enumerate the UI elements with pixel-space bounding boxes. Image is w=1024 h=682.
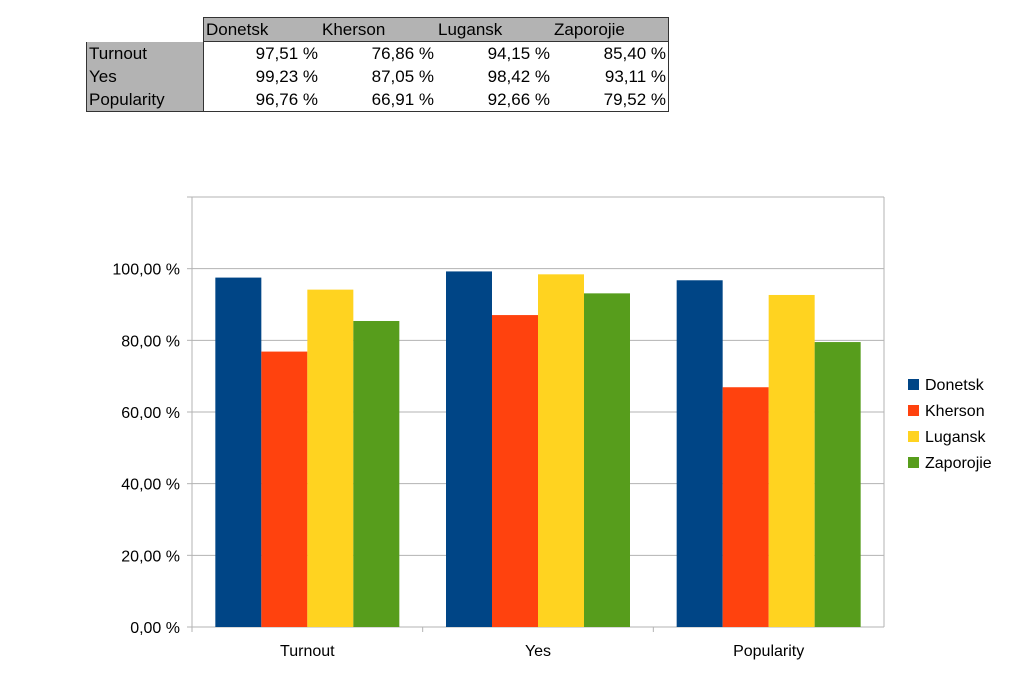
bar-donetsk [676, 280, 723, 627]
legend-label: Kherson [925, 403, 985, 420]
bar-kherson [722, 387, 769, 627]
table-cell: 99,23 % [255, 67, 318, 86]
y-tick-label: 40,00 % [121, 477, 180, 494]
legend-label: Lugansk [925, 429, 986, 446]
row-header: Popularity [86, 88, 204, 112]
table-cell: 92,66 % [436, 88, 552, 112]
bar-kherson [261, 351, 308, 627]
table-cell: 76,86 % [371, 44, 434, 63]
legend-swatch [908, 379, 919, 390]
y-tick-label: 100,00 % [112, 262, 180, 279]
bar-lugansk [538, 274, 584, 627]
column-header: Zaporojie [552, 17, 669, 42]
table-cell: 93,11 % [552, 65, 669, 88]
bar-zaporojie [814, 342, 861, 627]
y-tick-label: 0,00 % [130, 620, 180, 637]
bar-zaporojie [584, 293, 630, 627]
table-cell: 87,05 % [371, 67, 434, 86]
legend-label: Donetsk [925, 377, 985, 394]
bar-zaporojie [353, 320, 400, 627]
data-table: Donetsk Kherson Lugansk Zaporojie Turnou… [86, 17, 669, 112]
bar-lugansk [307, 289, 354, 627]
table-row: Turnout 97,51 % 76,86 % 94,15 % 85,40 % [86, 41, 669, 65]
y-tick-label: 20,00 % [121, 548, 180, 565]
column-header: Lugansk [436, 17, 552, 42]
table-cell: 66,91 % [320, 88, 436, 112]
x-tick-label: Turnout [280, 643, 335, 660]
y-tick-label: 80,00 % [121, 333, 180, 350]
table-cell: 79,52 % [552, 88, 669, 112]
table-header-row: Donetsk Kherson Lugansk Zaporojie [87, 17, 669, 42]
legend-label: Zaporojie [925, 455, 992, 472]
bar-donetsk [446, 271, 492, 627]
row-header: Turnout [86, 41, 204, 65]
table-cell: 98,42 % [487, 67, 550, 86]
table-cell: 94,15 % [487, 44, 550, 63]
bar-donetsk [215, 277, 262, 627]
table-row: Popularity 96,76 % 66,91 % 92,66 % 79,52… [86, 88, 669, 112]
x-tick-label: Popularity [733, 643, 804, 660]
row-header: Yes [86, 65, 204, 88]
bar-kherson [492, 315, 538, 627]
x-tick-label: Yes [525, 643, 551, 660]
table-cell: 96,76 % [203, 88, 320, 112]
table-row: Yes 99,23 % 87,05 % 98,42 % 93,11 % [86, 65, 669, 88]
bar-lugansk [768, 294, 815, 627]
column-header: Donetsk [203, 17, 320, 42]
table-cell: 85,40 % [552, 41, 669, 65]
column-header: Kherson [320, 17, 436, 42]
legend-swatch [908, 431, 919, 442]
y-tick-label: 60,00 % [121, 405, 180, 422]
legend-swatch [908, 457, 919, 468]
table-cell: 97,51 % [255, 44, 318, 63]
legend-swatch [908, 405, 919, 416]
